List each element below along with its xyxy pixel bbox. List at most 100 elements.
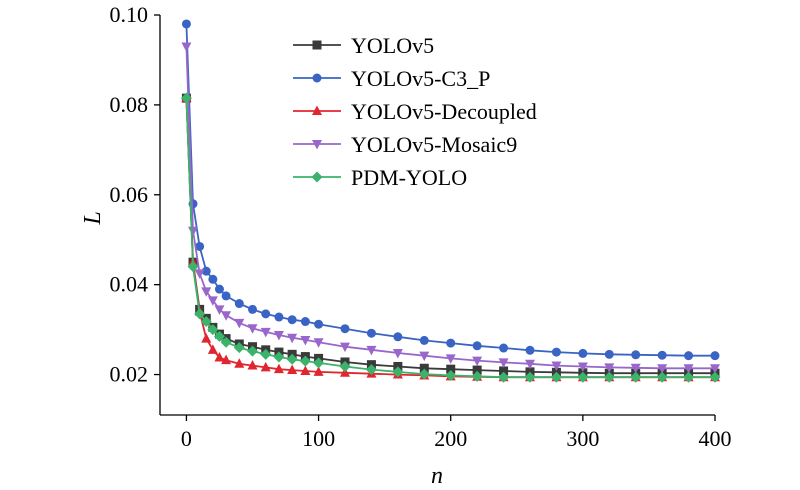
series-line bbox=[185, 46, 715, 370]
y-tick-label: 0.08 bbox=[110, 92, 149, 117]
legend-marker bbox=[312, 140, 322, 150]
data-point bbox=[313, 366, 324, 376]
data-point bbox=[578, 348, 588, 358]
legend-item: YOLOv5 bbox=[293, 33, 434, 58]
data-point bbox=[200, 316, 212, 328]
legend-marker bbox=[312, 40, 322, 50]
data-point bbox=[201, 287, 212, 297]
data-point bbox=[261, 309, 271, 319]
data-point bbox=[340, 367, 350, 377]
data-point bbox=[393, 332, 403, 342]
data-point bbox=[260, 361, 271, 372]
legend-marker bbox=[312, 105, 322, 115]
legend-item: PDM-YOLO bbox=[293, 165, 467, 190]
data-point bbox=[220, 336, 232, 348]
series-yolov5-mosaic9 bbox=[181, 42, 720, 374]
legend: YOLOv5 YOLOv5-C3_P YOLOv5-Decoupled YOLOv5-… bbox=[293, 33, 537, 190]
data-point bbox=[247, 345, 258, 357]
data-point bbox=[201, 266, 211, 276]
data-point bbox=[214, 284, 224, 294]
data-point bbox=[260, 327, 271, 338]
data-point bbox=[207, 296, 218, 306]
data-point bbox=[214, 351, 225, 362]
data-point bbox=[365, 364, 377, 376]
data-point bbox=[525, 359, 535, 370]
data-point bbox=[684, 351, 694, 361]
data-point bbox=[195, 241, 205, 251]
data-point bbox=[273, 351, 285, 363]
legend-item: YOLOv5-Mosaic9 bbox=[293, 132, 517, 157]
data-point bbox=[419, 351, 430, 362]
data-point bbox=[710, 364, 720, 374]
data-point bbox=[604, 349, 614, 359]
data-point bbox=[221, 291, 231, 301]
plot-frame bbox=[159, 15, 715, 416]
series-layer bbox=[180, 19, 721, 383]
y-tick-label: 0.10 bbox=[110, 2, 149, 27]
data-point bbox=[551, 361, 562, 372]
x-tick-label: 200 bbox=[434, 426, 467, 451]
data-point bbox=[630, 363, 641, 374]
data-point bbox=[498, 371, 510, 383]
data-point bbox=[471, 370, 483, 382]
data-point bbox=[180, 92, 192, 104]
data-point bbox=[194, 269, 205, 279]
data-point bbox=[419, 335, 429, 345]
data-point bbox=[234, 318, 245, 329]
data-point bbox=[657, 364, 668, 374]
data-point bbox=[233, 342, 245, 354]
data-point bbox=[577, 371, 589, 383]
data-point bbox=[260, 348, 272, 360]
data-point bbox=[208, 274, 218, 284]
data-point bbox=[286, 353, 298, 365]
data-point bbox=[247, 324, 258, 334]
tick-layer: 0 100 200 300 400 0.02 0.04 0.06 0.08 0.10 bbox=[110, 2, 732, 451]
data-point bbox=[314, 319, 324, 329]
x-tick-label: 400 bbox=[699, 426, 732, 451]
legend-marker bbox=[312, 73, 322, 83]
data-point bbox=[274, 312, 284, 322]
y-tick-label: 0.02 bbox=[110, 362, 149, 387]
data-point bbox=[603, 371, 615, 383]
data-point bbox=[221, 311, 232, 321]
data-point bbox=[472, 365, 482, 375]
data-point bbox=[234, 358, 245, 368]
data-point bbox=[418, 368, 430, 380]
data-point bbox=[446, 364, 456, 374]
data-point bbox=[300, 365, 311, 375]
x-tick-label: 300 bbox=[566, 426, 599, 451]
data-point bbox=[213, 330, 225, 342]
legend-marker bbox=[311, 171, 323, 183]
data-point bbox=[247, 360, 258, 370]
data-point bbox=[214, 305, 225, 315]
data-point bbox=[446, 338, 456, 348]
y-tick-label: 0.06 bbox=[110, 182, 149, 207]
series-pdm-yolo bbox=[180, 92, 721, 383]
legend-item: YOLOv5-C3_P bbox=[293, 66, 490, 91]
data-point bbox=[340, 324, 350, 334]
data-point bbox=[181, 19, 191, 29]
data-point bbox=[300, 335, 311, 346]
data-point bbox=[300, 317, 310, 327]
y-axis-label: L bbox=[80, 211, 106, 225]
data-point bbox=[499, 343, 509, 353]
data-point bbox=[499, 366, 509, 376]
data-point bbox=[201, 333, 212, 343]
data-point bbox=[709, 371, 721, 383]
legend-label: YOLOv5-Mosaic9 bbox=[351, 132, 517, 157]
legend-label: YOLOv5 bbox=[351, 33, 434, 58]
data-point bbox=[366, 345, 377, 356]
legend-label: YOLOv5-Decoupled bbox=[351, 99, 537, 124]
x-axis-label: n bbox=[431, 463, 443, 489]
data-point bbox=[188, 226, 199, 237]
data-point bbox=[340, 342, 350, 353]
data-point bbox=[577, 362, 588, 372]
data-point bbox=[550, 371, 562, 383]
data-point bbox=[525, 345, 535, 355]
data-point bbox=[630, 371, 642, 383]
legend-label: YOLOv5-C3_P bbox=[351, 66, 490, 91]
data-point bbox=[248, 304, 257, 314]
data-point bbox=[287, 315, 297, 325]
data-point bbox=[656, 371, 668, 383]
